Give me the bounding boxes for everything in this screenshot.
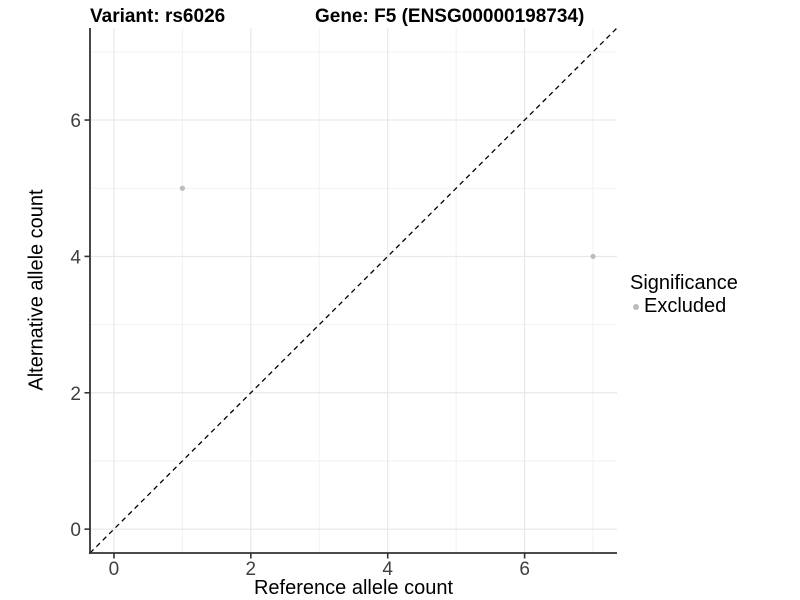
legend-item-label: Excluded [644,295,727,317]
y-tick-label: 6 [70,111,81,132]
legend-title: Significance [630,272,738,294]
x-tick-label: 6 [519,559,530,580]
y-tick-label: 4 [70,247,81,268]
y-axis-title: Alternative allele count [25,189,48,391]
data-point [179,185,185,191]
identity-line [89,27,618,554]
x-tick-label: 4 [382,559,393,580]
x-tick-label: 2 [246,559,257,580]
plot-title-variant: Variant: rs6026 [90,6,226,27]
x-tick-label: 0 [109,559,120,580]
y-tick-label: 0 [70,520,81,541]
data-point [590,253,596,260]
legend-item-excluded: Excluded [630,295,738,318]
legend-point-icon [633,303,639,310]
y-tick-label: 2 [70,384,81,405]
x-axis-title: Reference allele count [253,577,453,599]
plot-title-gene: Gene: F5 (ENSG00000198734) [315,6,585,27]
legend: Significance Excluded [630,273,738,318]
